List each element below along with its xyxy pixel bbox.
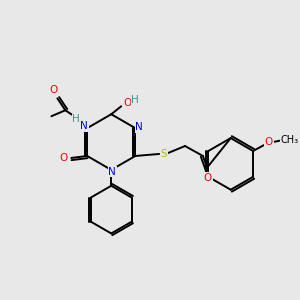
Text: N: N bbox=[108, 167, 116, 177]
Text: O: O bbox=[265, 137, 273, 147]
Text: H: H bbox=[72, 114, 80, 124]
Text: O: O bbox=[123, 98, 131, 108]
Text: CH₃: CH₃ bbox=[281, 135, 299, 145]
Text: O: O bbox=[49, 85, 58, 95]
Text: N: N bbox=[80, 121, 88, 131]
Text: H: H bbox=[131, 95, 139, 105]
Text: N: N bbox=[136, 122, 143, 132]
Text: O: O bbox=[204, 173, 212, 183]
Text: O: O bbox=[59, 153, 68, 163]
Text: S: S bbox=[161, 149, 167, 159]
